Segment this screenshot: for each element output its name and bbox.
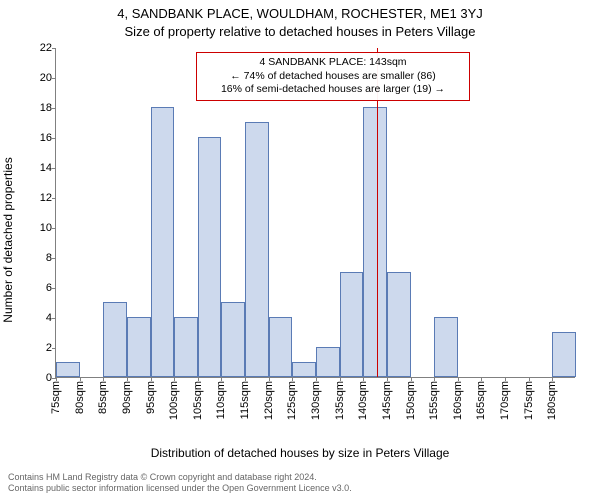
x-tick-label: 110sqm [215,381,227,419]
x-tick-label: 95sqm [145,381,157,414]
histogram-bar [363,107,387,377]
x-tick-label: 100sqm [168,381,180,420]
y-tick-mark [52,168,56,169]
chart-title-line1: 4, SANDBANK PLACE, WOULDHAM, ROCHESTER, … [0,6,600,21]
x-axis-label: Distribution of detached houses by size … [0,446,600,460]
x-tick-label: 115sqm [239,381,251,419]
footer: Contains HM Land Registry data © Crown c… [8,472,592,495]
x-tick-label: 165sqm [475,381,487,420]
histogram-bar [103,302,127,377]
annotation-box: 4 SANDBANK PLACE: 143sqm ← 74% of detach… [196,52,470,101]
histogram-bar [127,317,151,377]
x-tick-label: 160sqm [452,381,464,420]
histogram-bar [552,332,576,377]
y-tick-mark [52,198,56,199]
x-tick-label: 150sqm [405,381,417,420]
histogram-bar [198,137,222,377]
x-tick-label: 140sqm [357,381,369,420]
y-tick-mark [52,138,56,139]
annotation-line1: 4 SANDBANK PLACE: 143sqm [203,56,463,70]
histogram-bar [387,272,411,377]
annotation-line2: ← 74% of detached houses are smaller (86… [203,70,463,84]
x-tick-label: 155sqm [428,381,440,420]
chart-title-line2: Size of property relative to detached ho… [0,24,600,39]
chart-container: 4, SANDBANK PLACE, WOULDHAM, ROCHESTER, … [0,0,600,500]
histogram-bar [292,362,316,377]
footer-line1: Contains HM Land Registry data © Crown c… [8,472,592,483]
y-tick-mark [52,48,56,49]
x-tick-label: 135sqm [334,381,346,420]
x-tick-label: 105sqm [192,381,204,420]
x-tick-label: 85sqm [97,381,109,414]
footer-line2: Contains public sector information licen… [8,483,592,494]
histogram-bar [174,317,198,377]
x-tick-label: 120sqm [263,381,275,420]
histogram-bar [221,302,245,377]
x-tick-label: 180sqm [546,381,558,420]
y-tick-mark [52,108,56,109]
y-axis-label: Number of detached properties [1,157,15,322]
y-tick-mark [52,228,56,229]
x-tick-label: 145sqm [381,381,393,420]
x-tick-label: 175sqm [523,381,535,420]
histogram-bar [316,347,340,377]
y-tick-mark [52,318,56,319]
annotation-line3: 16% of semi-detached houses are larger (… [203,83,463,97]
x-tick-label: 75sqm [50,381,62,414]
x-tick-label: 125sqm [286,381,298,420]
x-tick-label: 170sqm [499,381,511,420]
x-tick-label: 90sqm [121,381,133,414]
y-tick-mark [52,78,56,79]
histogram-bar [269,317,293,377]
histogram-bar [340,272,364,377]
histogram-bar [151,107,175,377]
histogram-bar [434,317,458,377]
histogram-bar [245,122,269,377]
plot-area: 4 SANDBANK PLACE: 143sqm ← 74% of detach… [55,48,575,378]
histogram-bar [56,362,80,377]
x-tick-label: 80sqm [74,381,86,414]
y-tick-mark [52,348,56,349]
x-tick-label: 130sqm [310,381,322,420]
y-tick-mark [52,288,56,289]
y-tick-mark [52,258,56,259]
